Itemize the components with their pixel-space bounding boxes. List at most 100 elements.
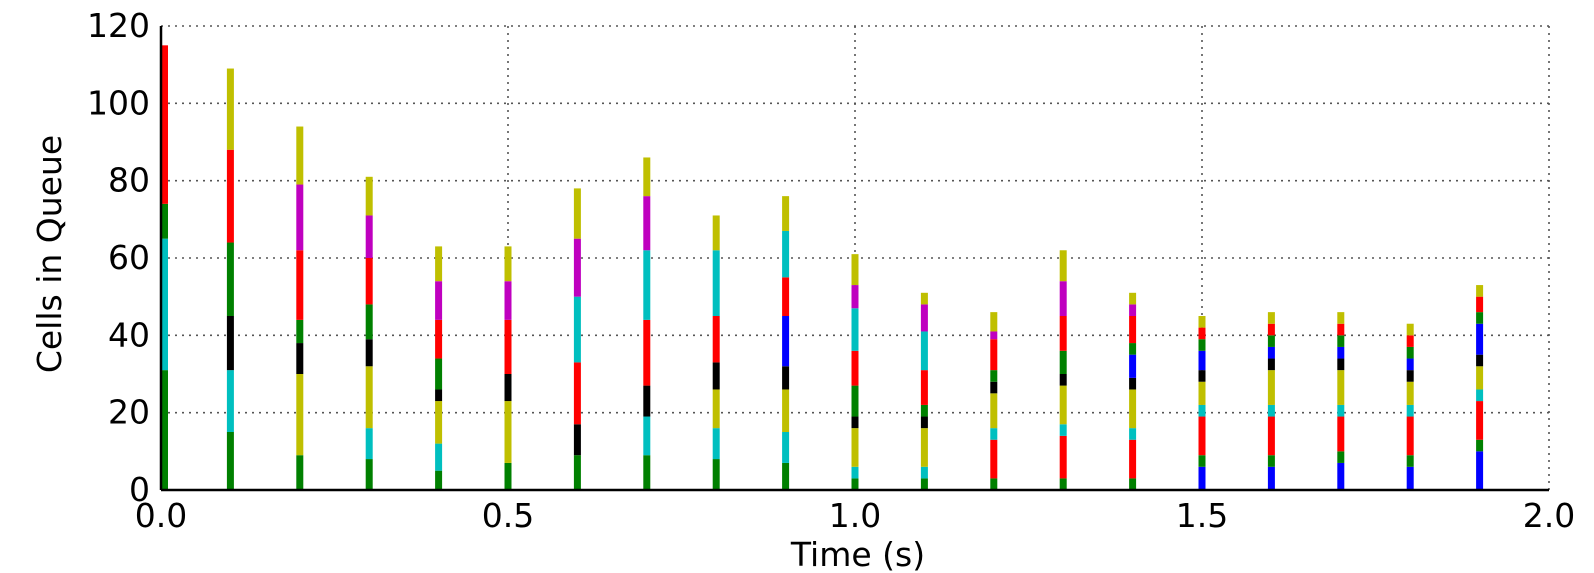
bar-13-segment-7 xyxy=(1059,281,1067,316)
bar-11-segment-8 xyxy=(920,292,928,305)
bar-6-segment-0 xyxy=(573,455,581,490)
bar-12-segment-5 xyxy=(990,370,998,382)
bar-16-segment-3 xyxy=(1267,404,1275,417)
bar-9-segment-2 xyxy=(782,389,790,432)
bar-18 xyxy=(1406,323,1414,490)
bar-6 xyxy=(573,188,581,490)
bar-11-segment-6 xyxy=(920,331,928,371)
bar-16-segment-8 xyxy=(1267,323,1275,336)
bar-17-segment-7 xyxy=(1337,335,1345,347)
x-tick-label-3: 1.5 xyxy=(1176,496,1228,535)
bar-6-segment-2 xyxy=(573,362,581,425)
bar-3-segment-4 xyxy=(365,304,373,340)
bar-13-segment-4 xyxy=(1059,374,1067,386)
bar-7 xyxy=(643,157,651,490)
bar-11-segment-2 xyxy=(920,428,928,467)
bar-4-segment-3 xyxy=(435,389,443,402)
bar-17-segment-5 xyxy=(1337,358,1345,371)
bar-14-segment-6 xyxy=(1129,343,1137,355)
x-axis-label: Time (s) xyxy=(790,535,925,573)
bar-17-segment-9 xyxy=(1337,312,1345,324)
y-tick-labels: 0 20 40 60 80 100 120 xyxy=(87,6,150,509)
bar-15-segment-5 xyxy=(1198,370,1206,382)
bar-16-segment-0 xyxy=(1267,466,1275,490)
bar-16-segment-7 xyxy=(1267,335,1275,347)
bar-10-segment-4 xyxy=(851,385,859,417)
bar-6-segment-3 xyxy=(573,296,581,363)
bar-18-segment-7 xyxy=(1406,346,1414,359)
bar-14-segment-3 xyxy=(1129,389,1137,429)
bar-12-segment-1 xyxy=(990,439,998,479)
bar-15-segment-7 xyxy=(1198,339,1206,351)
bar-12 xyxy=(990,312,998,490)
bar-12-segment-2 xyxy=(990,428,998,440)
x-tick-label-2: 1.0 xyxy=(829,496,881,535)
bar-9 xyxy=(782,196,790,490)
bar-11-segment-7 xyxy=(920,304,928,332)
bar-10-segment-5 xyxy=(851,350,859,386)
bar-19-segment-6 xyxy=(1476,323,1484,355)
bar-7-segment-1 xyxy=(643,416,651,456)
bar-2-segment-1 xyxy=(296,374,304,456)
bar-14-segment-8 xyxy=(1129,304,1137,316)
bar-17-segment-3 xyxy=(1337,404,1345,417)
bar-12-segment-0 xyxy=(990,478,998,490)
bar-9-segment-5 xyxy=(782,277,790,316)
bar-17-segment-2 xyxy=(1337,416,1345,452)
y-axis-label: Cells in Queue xyxy=(30,135,69,373)
bar-17-segment-4 xyxy=(1337,370,1345,405)
bar-5-segment-4 xyxy=(504,281,512,320)
bar-16-segment-9 xyxy=(1267,312,1275,324)
bar-9-segment-7 xyxy=(782,196,790,231)
bar-12-segment-7 xyxy=(990,331,998,340)
bar-8-segment-4 xyxy=(712,316,720,363)
bar-4-segment-7 xyxy=(435,246,443,282)
y-tick-label-1: 20 xyxy=(108,393,150,432)
x-tick-label-4: 2.0 xyxy=(1523,496,1575,535)
bar-16-segment-4 xyxy=(1267,370,1275,405)
bar-2-segment-5 xyxy=(296,184,304,251)
bar-8-segment-1 xyxy=(712,428,720,460)
bar-15-segment-0 xyxy=(1198,466,1206,490)
bar-3-segment-3 xyxy=(365,339,373,367)
bar-0-segment-0 xyxy=(161,370,168,490)
bar-6-segment-5 xyxy=(573,188,581,239)
bar-2-segment-4 xyxy=(296,250,304,320)
bar-4-segment-1 xyxy=(435,443,443,471)
bar-3-segment-2 xyxy=(365,366,373,429)
bar-14 xyxy=(1129,292,1137,490)
bar-11-segment-5 xyxy=(920,370,928,405)
bar-7-segment-4 xyxy=(643,250,651,320)
bar-7-segment-0 xyxy=(643,455,651,490)
bar-9-segment-6 xyxy=(782,230,790,278)
bar-19-segment-8 xyxy=(1476,296,1484,313)
bar-19-segment-3 xyxy=(1476,389,1484,402)
y-tick-label-4: 80 xyxy=(108,161,150,200)
bar-0-segment-1 xyxy=(161,238,168,371)
bar-10 xyxy=(851,254,859,490)
bar-15-segment-4 xyxy=(1198,381,1206,405)
bar-10-segment-8 xyxy=(851,254,859,286)
bar-1-segment-1 xyxy=(226,370,234,432)
bar-19-segment-7 xyxy=(1476,312,1484,324)
bar-3-segment-0 xyxy=(365,459,373,490)
y-tick-label-0: 0 xyxy=(129,470,150,509)
bar-11-segment-4 xyxy=(920,404,928,417)
bar-14-segment-0 xyxy=(1129,478,1137,490)
bar-16-segment-6 xyxy=(1267,346,1275,359)
bar-9-segment-0 xyxy=(782,462,790,490)
bar-14-segment-4 xyxy=(1129,377,1137,390)
bar-4-segment-4 xyxy=(435,358,443,390)
bar-15-segment-3 xyxy=(1198,404,1206,417)
bar-19-segment-2 xyxy=(1476,401,1484,440)
bar-12-segment-4 xyxy=(990,381,998,394)
bar-19-segment-5 xyxy=(1476,354,1484,367)
bar-12-segment-6 xyxy=(990,339,998,371)
bar-17-segment-8 xyxy=(1337,323,1345,336)
bar-17-segment-0 xyxy=(1337,462,1345,490)
y-tick-label-2: 40 xyxy=(108,315,150,354)
bar-11 xyxy=(920,292,928,490)
bar-3-segment-6 xyxy=(365,215,373,258)
bar-14-segment-5 xyxy=(1129,354,1137,378)
bar-8-segment-6 xyxy=(712,215,720,251)
